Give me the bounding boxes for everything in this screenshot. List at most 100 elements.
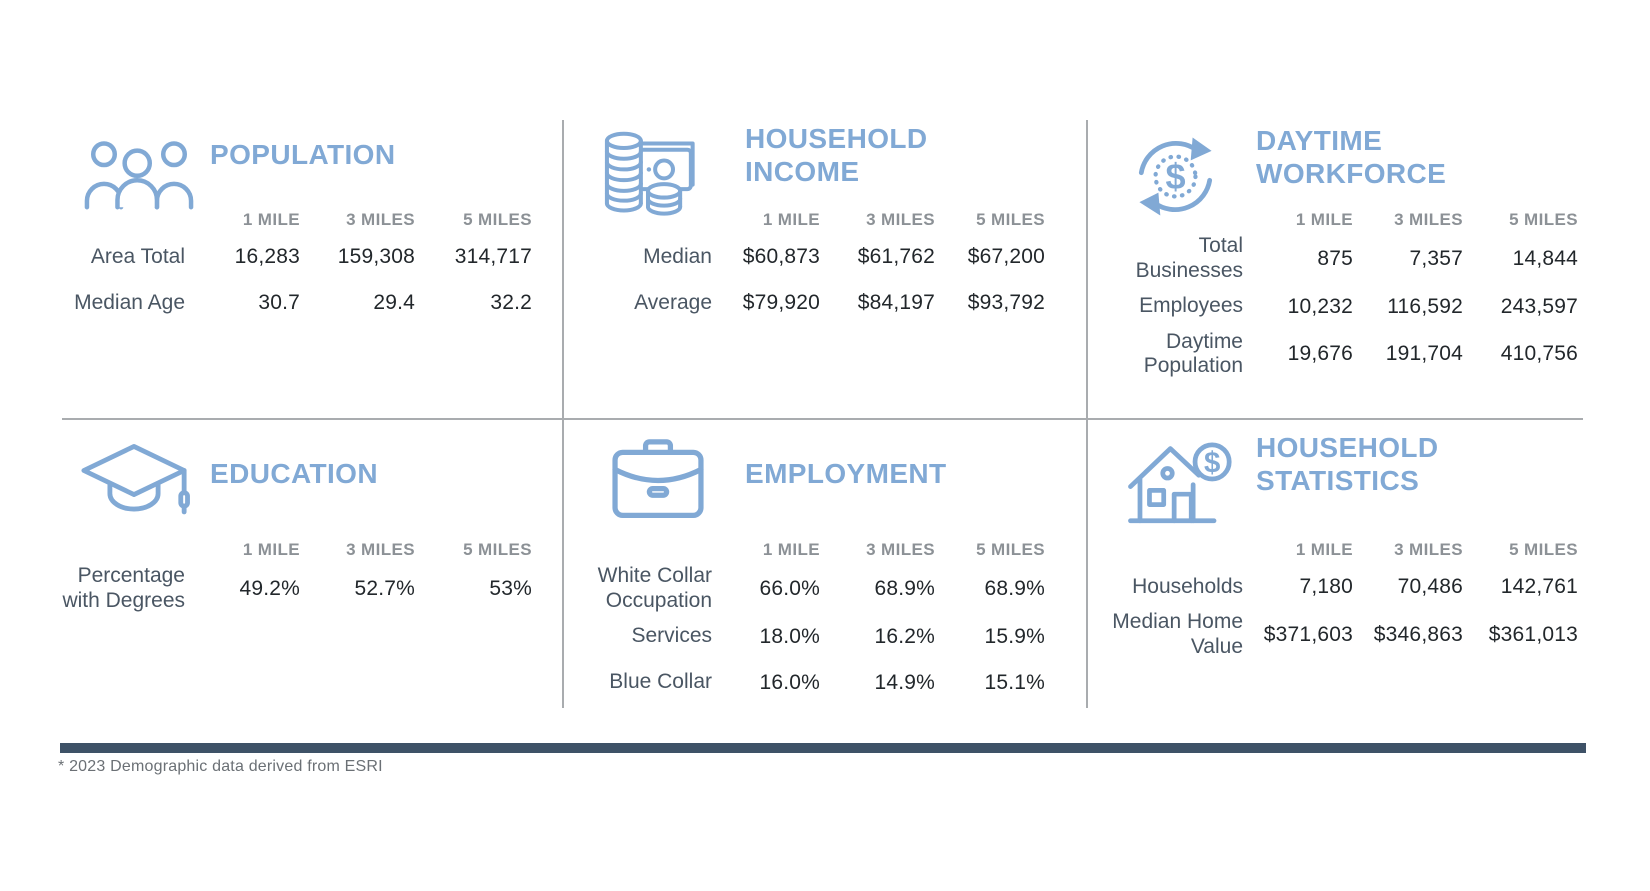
cell-value: $60,873 (742, 245, 820, 268)
table-row: Average $79,920 $84,197 $93,792 (562, 280, 1086, 326)
row-label: Households (1132, 574, 1243, 598)
cell-value: 159,308 (337, 245, 415, 268)
cell-value: 16,283 (234, 245, 300, 268)
house-dollar-icon: $ (1121, 433, 1233, 525)
cell-value: 70,486 (1397, 575, 1463, 598)
column-header-row: 1 MILE 3 MILES 5 MILES (562, 530, 1086, 564)
cell-value: 52.7% (354, 576, 415, 600)
column-header: 3 MILES (866, 540, 935, 559)
cell-value: 32.2 (490, 291, 532, 314)
cell-value: 116,592 (1387, 294, 1463, 318)
row-label: Average (634, 290, 712, 314)
column-header: 5 MILES (463, 540, 532, 559)
row-label: Employees (1139, 294, 1243, 318)
cell-value: 53% (489, 576, 532, 600)
vertical-divider-right (1086, 120, 1088, 708)
cell-value: 142,761 (1500, 575, 1578, 598)
cell-value: $79,920 (742, 291, 820, 314)
cell-value: 14,844 (1512, 246, 1578, 270)
cell-value: $361,013 (1488, 622, 1578, 646)
horizontal-divider (62, 418, 1583, 420)
row-label: Total Businesses (1135, 234, 1243, 282)
cell-value: 191,704 (1385, 342, 1463, 366)
panel-title-employment: EMPLOYMENT (745, 458, 947, 489)
table-row: Area Total 16,283 159,308 314,717 (60, 234, 536, 280)
population-table: 1 MILE 3 MILES 5 MILES Area Total 16,283 159,… (60, 200, 536, 326)
row-label: Median Age (74, 290, 185, 314)
cell-value: 7,357 (1409, 246, 1463, 270)
cell-value: 19,676 (1287, 342, 1353, 366)
table-row: Services 18.0% 16.2% 15.9% (562, 614, 1086, 660)
column-header-row: 1 MILE 3 MILES 5 MILES (562, 200, 1086, 234)
cell-value: $371,603 (1263, 622, 1353, 646)
cell-value: 16.0% (759, 670, 820, 694)
cell-value: $346,863 (1373, 622, 1463, 646)
column-header: 5 MILES (1509, 210, 1578, 229)
cell-value: $67,200 (967, 245, 1045, 268)
cell-value: 30.7 (258, 291, 300, 314)
table-row: Median $60,873 $61,762 $67,200 (562, 234, 1086, 280)
column-header-row: 1 MILE 3 MILES 5 MILES (60, 530, 536, 564)
table-row: Median Age 30.7 29.4 32.2 (60, 280, 536, 326)
table-row: Employees 10,232 116,592 243,597 (1086, 284, 1590, 330)
row-label: Percentage with Degrees (62, 564, 185, 612)
cell-value: 15.9% (984, 624, 1045, 648)
cell-value: 314,717 (454, 245, 532, 268)
panel-title-household-statistics: HOUSEHOLD STATISTICS (1256, 432, 1439, 496)
table-row: Blue Collar 16.0% 14.9% 15.1% (562, 660, 1086, 706)
cell-value: 7,180 (1299, 575, 1353, 598)
row-label: Median (643, 244, 712, 268)
column-header: 1 MILE (762, 210, 820, 229)
panel-title-daytime-workforce: DAYTIME WORKFORCE (1256, 125, 1447, 189)
cell-value: 410,756 (1500, 342, 1578, 366)
panel-title-household-income: HOUSEHOLD INCOME (745, 123, 928, 187)
column-header: 3 MILES (346, 540, 415, 559)
table-row: White Collar Occupation 66.0% 68.9% 68.9% (562, 564, 1086, 614)
column-header-row: 1 MILE 3 MILES 5 MILES (1086, 200, 1590, 234)
column-header: 3 MILES (866, 210, 935, 229)
column-header: 1 MILE (762, 540, 820, 559)
cell-value: 29.4 (373, 291, 415, 314)
table-row: Households 7,180 70,486 142,761 (1086, 564, 1590, 610)
cell-value: 68.9% (984, 576, 1045, 600)
svg-text:$: $ (1165, 156, 1185, 197)
vertical-divider-left (562, 120, 564, 708)
table-row: Total Businesses 875 7,357 14,844 (1086, 234, 1590, 284)
column-header: 5 MILES (463, 210, 532, 229)
household-statistics-table: 1 MILE 3 MILES 5 MILES Households 7,180 70,48… (1086, 530, 1590, 660)
column-header: 1 MILE (1295, 210, 1353, 229)
table-row: Daytime Population 19,676 191,704 410,756 (1086, 330, 1590, 380)
footer-accent-bar (60, 743, 1586, 753)
dollar-cycle-icon: $ (1128, 129, 1223, 224)
column-header: 5 MILES (1509, 540, 1578, 559)
column-header: 5 MILES (976, 210, 1045, 229)
row-label: Daytime Population (1143, 329, 1243, 378)
education-table: 1 MILE 3 MILES 5 MILES Percentage with Degr… (60, 530, 536, 614)
row-label: Median Home Value (1112, 610, 1243, 658)
column-header-row: 1 MILE 3 MILES 5 MILES (60, 200, 536, 234)
cell-value: $61,762 (857, 245, 935, 268)
cell-value: 18.0% (759, 624, 820, 648)
column-header: 3 MILES (1394, 540, 1463, 559)
row-label: Area Total (90, 244, 185, 268)
svg-text:$: $ (1204, 446, 1220, 479)
cell-value: $84,197 (857, 291, 935, 314)
column-header: 3 MILES (1394, 210, 1463, 229)
coins-cash-icon (598, 123, 698, 223)
people-group-icon (84, 139, 194, 210)
column-header: 1 MILE (1295, 540, 1353, 559)
table-row: Median Home Value $371,603 $346,863 $361,01… (1086, 610, 1590, 660)
footnote: * 2023 Demographic data derived from ESR… (58, 758, 383, 775)
cell-value: 15.1% (984, 670, 1045, 694)
row-label: Services (631, 624, 712, 648)
column-header: 1 MILE (242, 210, 300, 229)
cell-value: 875 (1317, 246, 1353, 270)
cell-value: $93,792 (967, 291, 1045, 314)
column-header: 3 MILES (346, 210, 415, 229)
column-header-row: 1 MILE 3 MILES 5 MILES (1086, 530, 1590, 564)
panel-title-population: POPULATION (210, 139, 396, 170)
daytime-workforce-table: 1 MILE 3 MILES 5 MILES Total Businesses 875 7… (1086, 200, 1590, 379)
cell-value: 10,232 (1287, 294, 1353, 318)
employment-table: 1 MILE 3 MILES 5 MILES White Collar Occupat… (562, 530, 1086, 706)
panel-title-education: EDUCATION (210, 458, 378, 489)
